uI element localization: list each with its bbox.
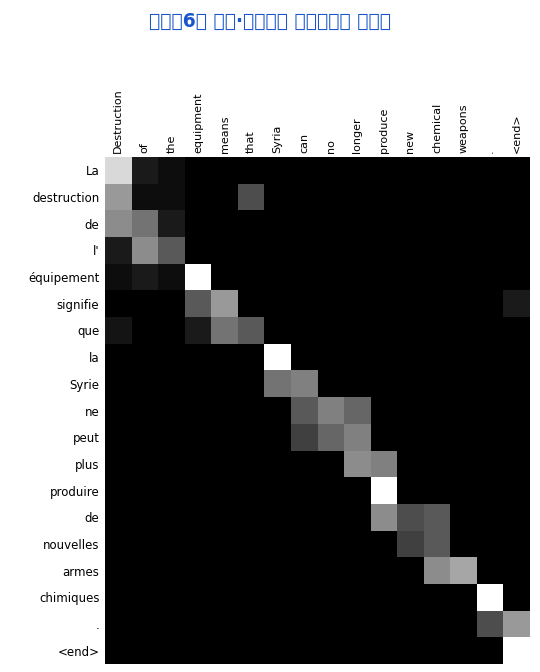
Bar [477, 611, 503, 637]
Bar [370, 477, 397, 504]
Bar [105, 237, 132, 263]
Bar [105, 317, 132, 344]
Bar [105, 263, 132, 290]
Bar [344, 450, 370, 477]
Bar [105, 157, 132, 183]
Bar [265, 344, 291, 370]
Bar [424, 531, 450, 557]
Bar [503, 611, 530, 637]
Bar [132, 157, 158, 183]
Bar [132, 183, 158, 210]
Bar [318, 397, 344, 424]
Bar [477, 584, 503, 611]
Bar [132, 263, 158, 290]
Bar [158, 157, 185, 183]
Bar [185, 263, 211, 290]
Bar [291, 424, 318, 450]
Bar [238, 317, 265, 344]
Bar [158, 237, 185, 263]
Bar [291, 397, 318, 424]
Bar [397, 531, 424, 557]
Bar [344, 397, 370, 424]
Bar [185, 317, 211, 344]
Bar [132, 237, 158, 263]
Text: ＜그림6＞ 영어·프랑스어 번역에서의 어텐션: ＜그림6＞ 영어·프랑스어 번역에서의 어텐션 [149, 11, 391, 30]
Bar [158, 210, 185, 237]
Bar [185, 290, 211, 317]
Bar [158, 263, 185, 290]
Bar [370, 504, 397, 531]
Bar [265, 370, 291, 397]
Bar [503, 637, 530, 664]
Bar [318, 424, 344, 450]
Bar [211, 317, 238, 344]
Bar [397, 504, 424, 531]
Bar [370, 450, 397, 477]
Bar [105, 210, 132, 237]
Bar [424, 557, 450, 584]
Bar [132, 210, 158, 237]
Bar [158, 183, 185, 210]
Bar [503, 290, 530, 317]
Bar [344, 424, 370, 450]
Bar [211, 290, 238, 317]
Bar [424, 504, 450, 531]
Bar [238, 183, 265, 210]
Bar [450, 557, 477, 584]
Bar [291, 370, 318, 397]
Bar [105, 183, 132, 210]
